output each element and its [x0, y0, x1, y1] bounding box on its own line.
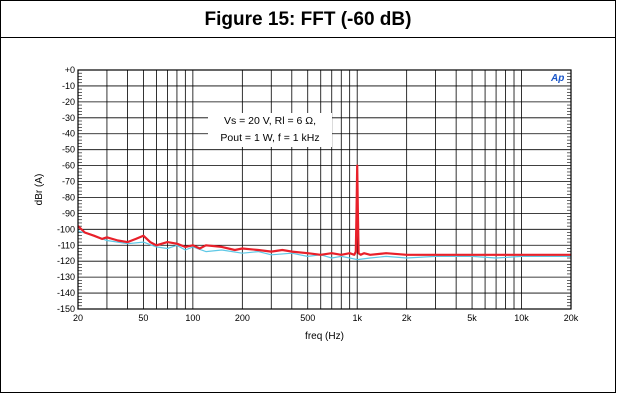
x-axis-label: freq (Hz) [305, 331, 344, 342]
series-line-2 [77, 164, 571, 256]
annotation-line-2: Pout = 1 W, f = 1 kHz [220, 132, 319, 144]
y-tick-label: -60 [62, 161, 75, 171]
plot-border [77, 69, 572, 310]
y-tick-label: -130 [57, 272, 75, 282]
chart-grid [78, 69, 571, 310]
y-tick-label: -140 [57, 288, 75, 298]
ap-logo: Ap [550, 73, 564, 84]
x-tick-label: 2k [402, 313, 412, 323]
y-tick-labels: +0 -10 -20 -30 -40 -50 -60 -70 -80 -90 -100 -110 -12… [57, 65, 75, 314]
y-axis-label: dBr (A) [34, 174, 45, 206]
y-tick-label: -100 [57, 224, 75, 234]
x-tick-label: 200 [235, 313, 250, 323]
y-tick-label: -80 [62, 192, 75, 202]
x-tick-labels: 20 50 100 200 500 1k 2k 5k 10k 20k [73, 313, 579, 323]
x-tick-label: 20 [73, 313, 83, 323]
series-layer [77, 164, 571, 261]
y-tick-label: -30 [62, 113, 75, 123]
series-line-1 [77, 230, 571, 261]
y-tick-label: -120 [57, 256, 75, 266]
y-tick-label: -110 [58, 240, 75, 250]
x-tick-label: 10k [514, 313, 529, 323]
y-tick-label: -150 [57, 304, 75, 314]
x-tick-label: 50 [138, 313, 148, 323]
annotation-line-1: Vs = 20 V, Rl = 6 Ω, [224, 115, 316, 127]
figure-title: Figure 15: FFT (-60 dB) [204, 9, 412, 30]
x-tick-label: 20k [564, 313, 579, 323]
x-tick-label: 1k [352, 313, 362, 323]
y-tick-label: -40 [62, 129, 75, 139]
y-tick-label: -70 [62, 177, 75, 187]
title-bar: Figure 15: FFT (-60 dB) [1, 1, 615, 38]
x-tick-label: 100 [185, 313, 200, 323]
y-tick-label: +0 [65, 65, 75, 75]
y-tick-label: -10 [62, 81, 75, 91]
y-tick-label: -20 [62, 97, 75, 107]
y-tick-label: -50 [62, 145, 75, 155]
x-tick-label: 5k [467, 313, 477, 323]
x-tick-label: 500 [300, 313, 315, 323]
y-tick-label: -90 [62, 208, 75, 218]
annotation-box: Vs = 20 V, Rl = 6 Ω, Pout = 1 W, f = 1 k… [208, 113, 332, 147]
